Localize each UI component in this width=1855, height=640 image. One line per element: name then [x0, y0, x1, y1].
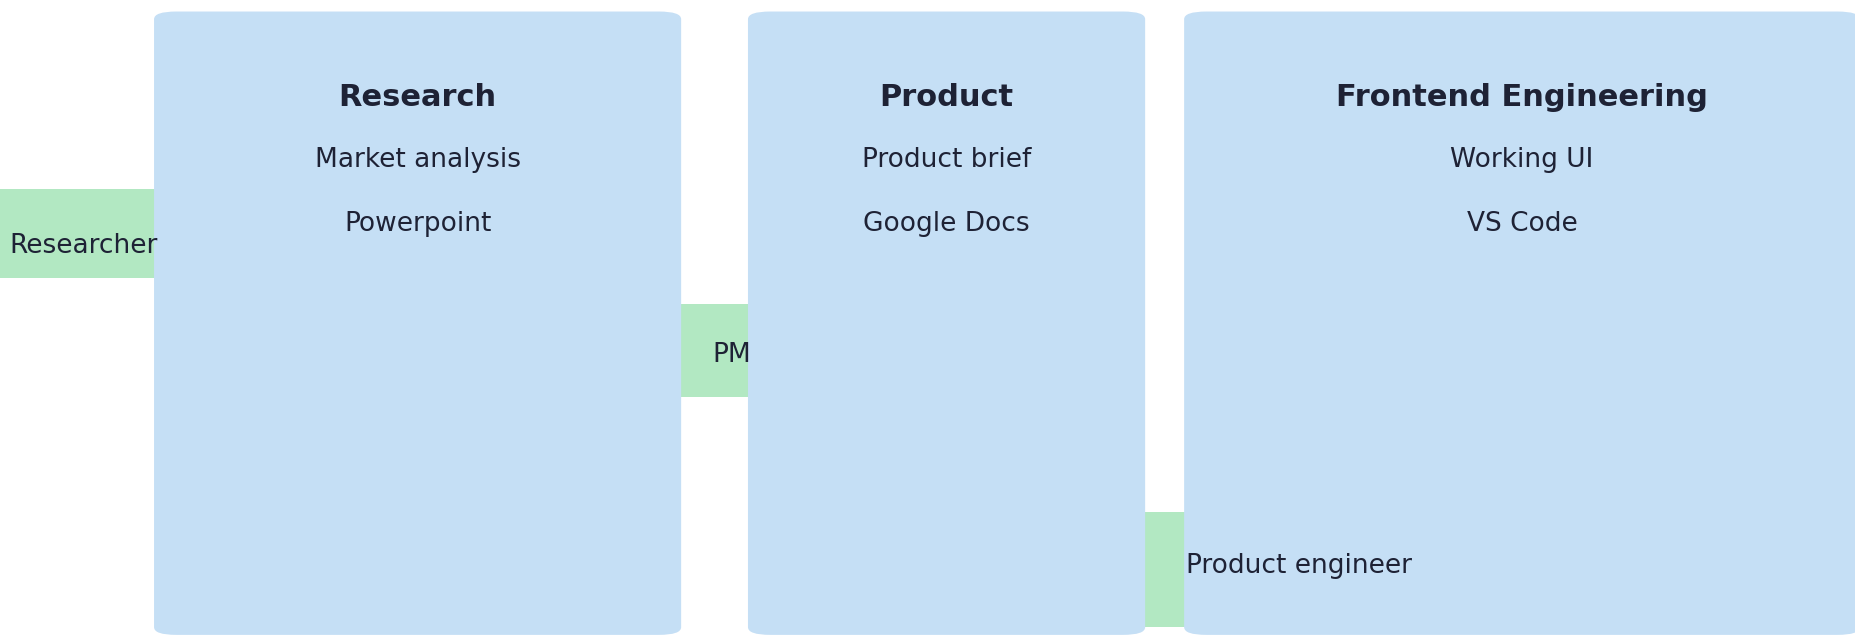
- Text: Researcher: Researcher: [9, 234, 158, 259]
- Bar: [770, 512, 1855, 627]
- Text: PM: PM: [712, 342, 751, 368]
- FancyBboxPatch shape: [748, 12, 1145, 635]
- Text: Research: Research: [338, 83, 497, 112]
- Text: Frontend Engineering: Frontend Engineering: [1336, 83, 1707, 112]
- Text: Google Docs: Google Docs: [863, 211, 1030, 237]
- Text: Working UI: Working UI: [1449, 147, 1593, 173]
- Text: Product: Product: [879, 83, 1013, 112]
- Text: Powerpoint: Powerpoint: [343, 211, 492, 237]
- Text: Market analysis: Market analysis: [315, 147, 519, 173]
- Text: VS Code: VS Code: [1465, 211, 1577, 237]
- Bar: [176, 304, 1122, 397]
- FancyBboxPatch shape: [154, 12, 681, 635]
- Bar: [0, 189, 659, 278]
- Text: Product brief: Product brief: [861, 147, 1031, 173]
- Text: Product engineer: Product engineer: [1185, 554, 1412, 579]
- FancyBboxPatch shape: [1183, 12, 1855, 635]
